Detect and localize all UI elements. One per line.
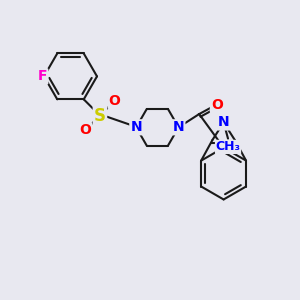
Text: S: S: [94, 106, 106, 124]
Text: N: N: [173, 120, 184, 134]
Text: F: F: [38, 69, 47, 83]
Text: O: O: [79, 123, 91, 137]
Text: O: O: [109, 94, 121, 108]
Text: O: O: [211, 98, 223, 112]
Text: CH₃: CH₃: [215, 140, 241, 153]
Text: N: N: [218, 116, 230, 130]
Text: N: N: [130, 120, 142, 134]
